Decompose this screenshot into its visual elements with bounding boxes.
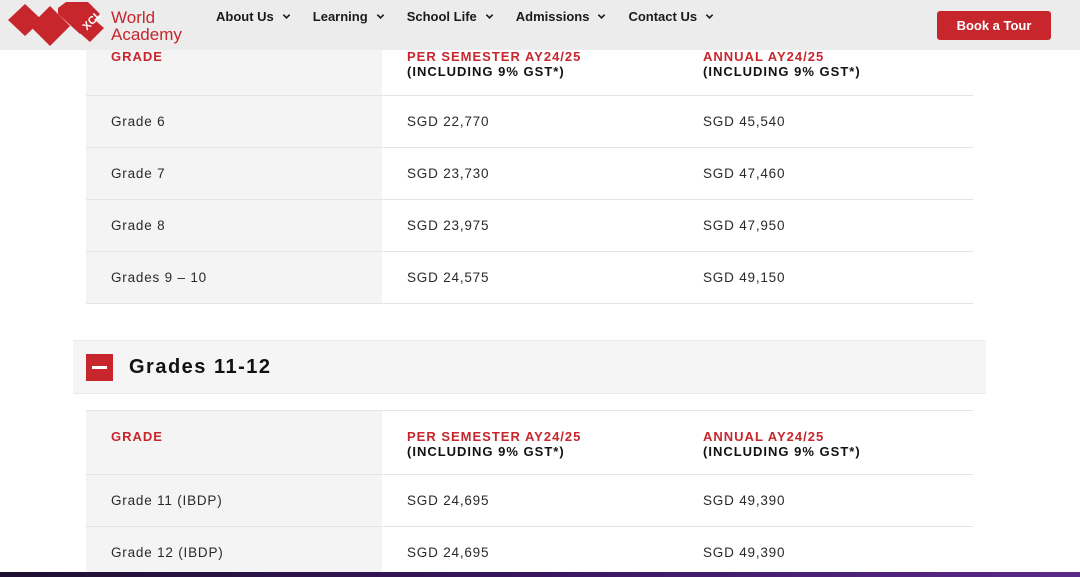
minus-icon — [92, 365, 107, 369]
bottom-edge-bar — [0, 572, 1080, 577]
logo-wordmark: World Academy — [111, 9, 182, 43]
table-row: Grade 8 SGD 23,975 SGD 47,950 — [86, 200, 973, 252]
table-row: Grade 6 SGD 22,770 SGD 45,540 — [86, 96, 973, 148]
logo-text-line2: Academy — [111, 25, 182, 44]
grade-cell: Grade 11 (IBDP) — [86, 475, 382, 526]
chevron-down-icon — [376, 14, 384, 19]
table-row: Grade 12 (IBDP) SGD 24,695 SGD 49,390 — [86, 527, 973, 577]
fees-table-grades-11-12: GRADE PER SEMESTER AY24/25 (INCLUDING 9%… — [86, 410, 973, 577]
logo[interactable]: XCL — [8, 2, 198, 48]
grade-cell: Grade 7 — [86, 148, 382, 199]
column-header-annual: ANNUAL AY24/25 (INCLUDING 9% GST*) — [703, 429, 861, 459]
grade-cell: Grade 12 (IBDP) — [86, 527, 382, 577]
grade-cell: Grades 9 – 10 — [86, 252, 382, 303]
column-header-grade: GRADE — [86, 44, 382, 95]
book-a-tour-button[interactable]: Book a Tour — [937, 11, 1051, 40]
nav-item-label: Contact Us — [628, 9, 698, 24]
annual-fee-cell: SGD 47,460 — [703, 166, 786, 181]
nav-item-about-us[interactable]: About Us — [216, 9, 291, 24]
nav-item-school-life[interactable]: School Life — [407, 9, 494, 24]
semester-fee-cell: SGD 24,695 — [407, 545, 490, 560]
column-header-grade: GRADE — [86, 411, 382, 474]
annual-fee-cell: SGD 49,390 — [703, 545, 786, 560]
semester-fee-cell: SGD 22,770 — [407, 114, 490, 129]
table-row: Grade 7 SGD 23,730 SGD 47,460 — [86, 148, 973, 200]
nav-item-learning[interactable]: Learning — [313, 9, 385, 24]
accordion-title: Grades 11-12 — [129, 355, 272, 378]
semester-fee-cell: SGD 23,975 — [407, 218, 490, 233]
chevron-down-icon — [598, 14, 606, 19]
nav-item-admissions[interactable]: Admissions — [516, 9, 607, 24]
grade-cell: Grade 8 — [86, 200, 382, 251]
logo-text-line1: World — [111, 8, 156, 27]
annual-fee-cell: SGD 49,390 — [703, 493, 786, 508]
nav-item-label: About Us — [216, 9, 274, 24]
fees-table-grades-6-10: GRADE PER SEMESTER AY24/25 (INCLUDING 9%… — [86, 44, 973, 304]
column-header-annual: ANNUAL AY24/25 (INCLUDING 9% GST*) — [703, 49, 861, 79]
accordion-grades-11-12[interactable]: Grades 11-12 — [73, 340, 986, 394]
annual-fee-cell: SGD 45,540 — [703, 114, 786, 129]
column-header-per-semester: PER SEMESTER AY24/25 (INCLUDING 9% GST*) — [407, 429, 582, 459]
annual-fee-cell: SGD 49,150 — [703, 270, 786, 285]
semester-fee-cell: SGD 24,575 — [407, 270, 490, 285]
nav-item-label: Learning — [312, 9, 368, 24]
chevron-down-icon — [705, 14, 714, 19]
nav-item-label: School Life — [406, 9, 477, 24]
table-row: Grades 9 – 10 SGD 24,575 SGD 49,150 — [86, 252, 973, 304]
nav-item-contact-us[interactable]: Contact Us — [628, 9, 714, 24]
table-header-row: GRADE PER SEMESTER AY24/25 (INCLUDING 9%… — [86, 44, 973, 96]
grade-cell: Grade 6 — [86, 96, 382, 147]
chevron-down-icon — [282, 14, 291, 19]
annual-fee-cell: SGD 47,950 — [703, 218, 786, 233]
table-row: Grade 11 (IBDP) SGD 24,695 SGD 49,390 — [86, 475, 973, 527]
semester-fee-cell: SGD 24,695 — [407, 493, 490, 508]
table-header-row: GRADE PER SEMESTER AY24/25 (INCLUDING 9%… — [86, 411, 973, 475]
semester-fee-cell: SGD 23,730 — [407, 166, 490, 181]
main-nav: About Us Learning School Life Admissions… — [216, 0, 736, 33]
collapse-button[interactable] — [86, 353, 113, 381]
site-header: XCL World Academy About Us Learning Scho… — [0, 0, 1080, 50]
nav-item-label: Admissions — [515, 9, 590, 24]
column-header-per-semester: PER SEMESTER AY24/25 (INCLUDING 9% GST*) — [407, 49, 582, 79]
logo-mark-icon: XCL — [8, 2, 105, 46]
chevron-down-icon — [485, 14, 493, 19]
